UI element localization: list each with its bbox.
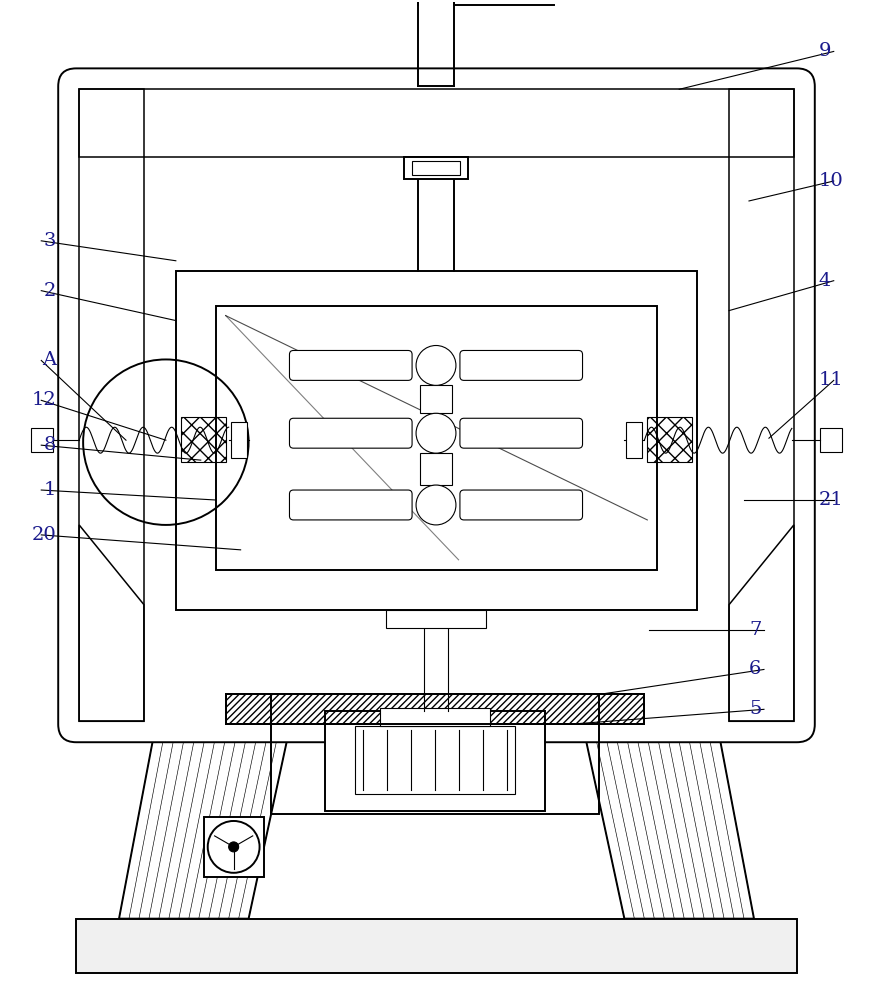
Text: 12: 12 (31, 391, 56, 409)
Text: A: A (42, 351, 56, 369)
FancyBboxPatch shape (290, 418, 412, 448)
FancyBboxPatch shape (460, 350, 582, 380)
Text: 4: 4 (819, 272, 831, 290)
Bar (79, 89, 794, 157)
Circle shape (229, 842, 238, 852)
Bar (729, 89, 794, 721)
Bar (79, 89, 144, 721)
FancyBboxPatch shape (460, 490, 582, 520)
Text: 10: 10 (819, 172, 843, 190)
Bar (420, 385, 452, 413)
Bar (820, 428, 842, 452)
FancyBboxPatch shape (290, 490, 412, 520)
Circle shape (416, 485, 456, 525)
Text: 8: 8 (44, 436, 56, 454)
Bar (175, 271, 698, 610)
Bar (386, 610, 486, 628)
Bar (226, 694, 644, 724)
Bar (226, 694, 644, 724)
Bar (271, 694, 600, 814)
Bar (647, 417, 692, 462)
Bar (79, 89, 794, 157)
Text: 6: 6 (749, 660, 761, 678)
Bar (230, 422, 246, 458)
FancyBboxPatch shape (58, 68, 815, 742)
Bar (76, 919, 797, 973)
Text: 11: 11 (819, 371, 843, 389)
Circle shape (416, 413, 456, 453)
Text: 21: 21 (819, 491, 843, 509)
Circle shape (416, 345, 456, 385)
Text: 1: 1 (44, 481, 56, 499)
Bar (326, 711, 545, 811)
Bar (420, 453, 452, 485)
Bar (79, 89, 144, 721)
Text: 2: 2 (44, 282, 56, 300)
Bar (355, 726, 515, 794)
Bar (412, 161, 460, 175)
Bar (380, 708, 490, 726)
Text: 9: 9 (819, 42, 831, 60)
FancyBboxPatch shape (460, 418, 582, 448)
Text: 7: 7 (749, 621, 761, 639)
Bar (627, 422, 643, 458)
Text: 5: 5 (749, 700, 761, 718)
Text: 3: 3 (44, 232, 56, 250)
Bar (729, 89, 794, 721)
Bar (181, 417, 226, 462)
FancyBboxPatch shape (290, 350, 412, 380)
Bar (203, 817, 264, 877)
Bar (216, 306, 657, 570)
Text: 20: 20 (31, 526, 56, 544)
Bar (404, 157, 468, 179)
Bar (31, 428, 53, 452)
